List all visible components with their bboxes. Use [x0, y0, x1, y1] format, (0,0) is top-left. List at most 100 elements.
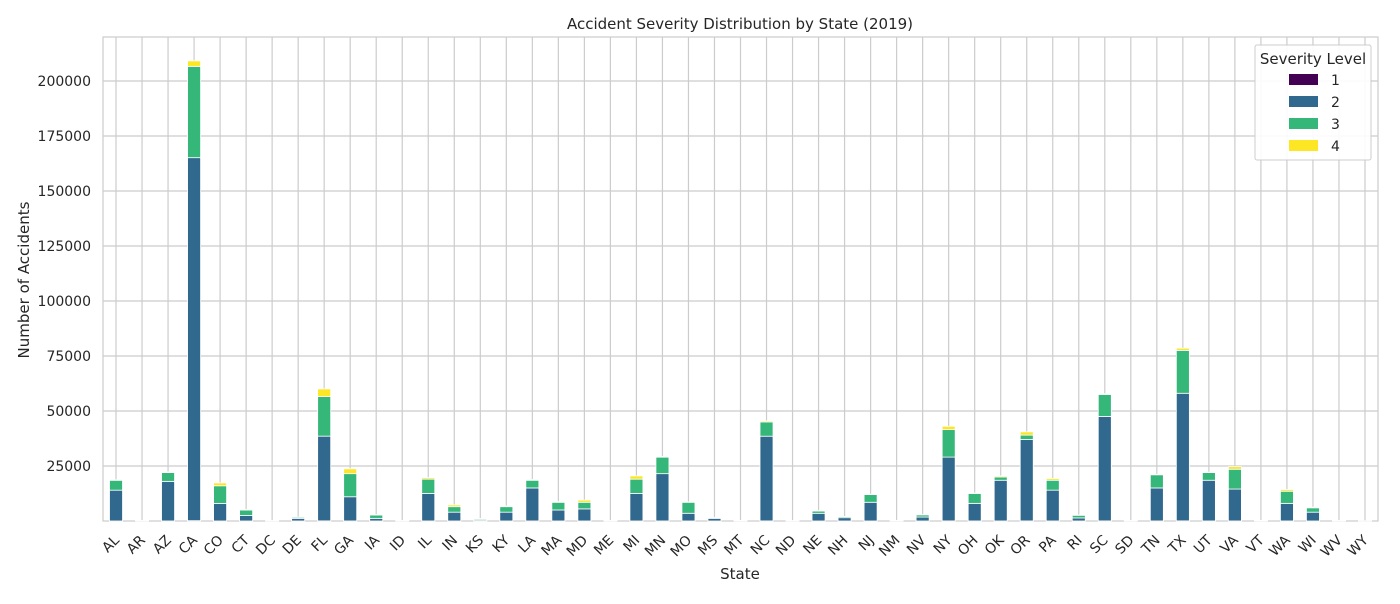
- bar-ny-severity-3: [942, 430, 955, 458]
- bar-nc-severity-4: [760, 421, 773, 422]
- x-tick-label: IL: [415, 532, 435, 552]
- bar-la-severity-2: [526, 488, 539, 521]
- legend-swatch-2: [1289, 96, 1318, 107]
- x-tick-label: KY: [490, 532, 514, 556]
- bar-mi-severity-2: [630, 493, 643, 521]
- bar-oh-severity-3: [968, 493, 981, 503]
- bar-wa-severity-3: [1280, 491, 1293, 503]
- bar-ok-severity-4: [994, 476, 1007, 477]
- bar-ny-severity-4: [942, 426, 955, 429]
- bar-mo-severity-3: [682, 502, 695, 513]
- bar-in-severity-2: [448, 512, 461, 521]
- x-tick-label: ID: [387, 533, 409, 555]
- bar-fl-severity-2: [318, 436, 331, 521]
- y-tick-label: 50000: [46, 404, 91, 420]
- x-tick-label: MN: [642, 533, 669, 560]
- bar-nv-severity-2: [916, 517, 929, 521]
- x-tick-label: NJ: [856, 533, 878, 555]
- x-tick-label: CT: [229, 532, 254, 557]
- bar-la-severity-4: [526, 480, 539, 481]
- x-tick-label: UT: [1191, 532, 1216, 557]
- y-axis-label: Number of Accidents: [15, 201, 33, 358]
- bar-wi-severity-4: [1306, 507, 1319, 508]
- bar-ok-severity-2: [994, 480, 1007, 521]
- y-tick-label: 100000: [38, 294, 91, 310]
- bar-nc-severity-2: [760, 436, 773, 521]
- bar-mo-severity-2: [682, 513, 695, 521]
- bar-mn-severity-3: [656, 457, 669, 474]
- x-tick-label: OK: [982, 532, 1008, 558]
- bar-wi-severity-2: [1306, 512, 1319, 521]
- bar-tn-severity-3: [1150, 475, 1163, 488]
- bar-ny-severity-2: [942, 457, 955, 521]
- x-tick-label: NV: [904, 532, 930, 558]
- bar-in-severity-4: [448, 505, 461, 507]
- x-tick-label: LA: [515, 532, 539, 556]
- bar-ca-severity-4: [188, 61, 201, 66]
- bar-tx-severity-4: [1176, 348, 1189, 350]
- x-tick-label: CA: [176, 532, 201, 557]
- legend-label-1: 1: [1331, 73, 1340, 89]
- bar-pa-severity-2: [1046, 490, 1059, 521]
- x-tick-label: NE: [800, 533, 825, 558]
- bar-fl-severity-4: [318, 389, 331, 397]
- bar-az-severity-4: [162, 472, 175, 473]
- bar-fl-severity-3: [318, 397, 331, 437]
- bar-co-severity-2: [214, 503, 227, 521]
- bar-ia-severity-3: [370, 515, 383, 518]
- x-tick-label: KS: [463, 532, 487, 556]
- x-tick-label: CO: [201, 533, 227, 559]
- bar-ri-severity-2: [1072, 518, 1085, 521]
- bar-wa-severity-2: [1280, 503, 1293, 521]
- x-tick-label: AZ: [150, 533, 175, 558]
- x-tick-label: DC: [253, 532, 279, 558]
- bar-sc-severity-4: [1098, 394, 1111, 395]
- bar-mi-severity-4: [630, 476, 643, 479]
- chart-title: Accident Severity Distribution by State …: [567, 15, 913, 33]
- y-tick-label: 150000: [38, 184, 91, 200]
- legend-swatch-3: [1289, 118, 1318, 129]
- x-tick-label: MO: [668, 533, 696, 561]
- x-tick-label: DE: [280, 533, 305, 558]
- bar-al-severity-3: [110, 480, 123, 490]
- bar-mn-severity-4: [656, 456, 669, 457]
- bar-pa-severity-3: [1046, 480, 1059, 490]
- x-tick-label: WY: [1345, 532, 1372, 559]
- x-tick-label: IA: [362, 532, 383, 553]
- legend-label-3: 3: [1331, 117, 1340, 133]
- x-tick-label: ME: [591, 533, 617, 559]
- x-tick-label: NY: [931, 532, 956, 557]
- bar-tx-severity-3: [1176, 350, 1189, 393]
- bar-md-severity-3: [578, 502, 591, 509]
- legend-label-2: 2: [1331, 95, 1340, 111]
- bar-sc-severity-3: [1098, 394, 1111, 416]
- bar-ct-severity-3: [240, 510, 253, 516]
- legend-title: Severity Level: [1260, 50, 1366, 68]
- bar-mn-severity-2: [656, 474, 669, 521]
- x-tick-label: AL: [99, 532, 123, 556]
- x-tick-label: MD: [564, 533, 591, 560]
- x-tick-label: FL: [308, 532, 331, 555]
- x-tick-label: GA: [331, 532, 357, 558]
- bar-md-severity-4: [578, 500, 591, 502]
- bar-il-severity-2: [422, 493, 435, 521]
- x-tick-label: OH: [955, 533, 982, 560]
- bar-wa-severity-4: [1280, 489, 1293, 491]
- bar-ca-severity-3: [188, 66, 201, 157]
- x-tick-label: PA: [1036, 532, 1060, 556]
- bar-ct-severity-2: [240, 515, 253, 521]
- y-tick-labels: 2500050000750001000001250001500001750002…: [38, 74, 91, 475]
- bar-ga-severity-3: [344, 474, 357, 497]
- x-tick-label: IN: [439, 533, 461, 555]
- x-tick-label: OR: [1008, 532, 1034, 558]
- bar-wi-severity-3: [1306, 508, 1319, 512]
- y-tick-label: 175000: [38, 129, 91, 145]
- x-tick-label: WA: [1266, 532, 1294, 560]
- bar-co-severity-4: [214, 483, 227, 486]
- x-tick-label: SC: [1087, 532, 1112, 557]
- bar-la-severity-3: [526, 480, 539, 488]
- y-tick-label: 200000: [38, 74, 91, 90]
- legend-swatch-4: [1289, 140, 1318, 151]
